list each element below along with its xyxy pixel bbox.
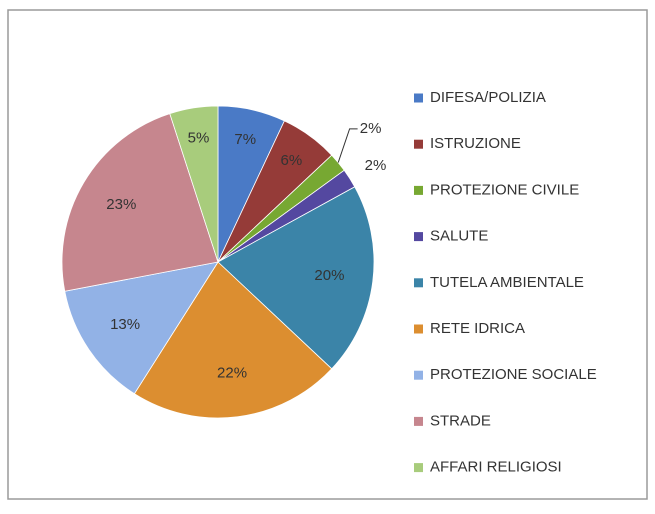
legend-label: PROTEZIONE CIVILE: [430, 181, 579, 198]
data-label: 2%: [360, 120, 382, 137]
pie-slice: [133, 261, 333, 419]
legend-swatch: [414, 185, 423, 195]
legend-swatch: [414, 463, 423, 473]
data-label: 5%: [188, 130, 210, 147]
legend-swatch: [414, 416, 423, 426]
pie-slice: [169, 105, 219, 263]
legend-swatch: [414, 324, 423, 334]
legend-swatch: [414, 93, 423, 103]
pie-slice: [217, 186, 375, 370]
legend-swatch: [414, 232, 423, 242]
legend-label: STRADE: [430, 412, 491, 429]
legend-swatch: [414, 370, 423, 380]
pie-slice: [64, 261, 219, 395]
data-label: 20%: [314, 267, 344, 284]
legend-label: ISTRUZIONE: [430, 135, 521, 152]
data-label: 22%: [217, 364, 247, 381]
legend-label: PROTEZIONE SOCIALE: [430, 366, 597, 383]
data-label: 23%: [106, 196, 136, 213]
legend-swatch: [414, 139, 423, 149]
legend-label: TUTELA AMBIENTALE: [430, 274, 584, 291]
legend-label: AFFARI RELIGIOSI: [430, 459, 562, 476]
data-label: 6%: [281, 152, 303, 169]
pie-slice: [61, 113, 219, 292]
data-label: 7%: [234, 131, 256, 148]
legend-label: SALUTE: [430, 228, 488, 245]
legend-label: RETE IDRICA: [430, 320, 525, 337]
data-label: 2%: [365, 157, 387, 174]
data-label: 13%: [110, 316, 140, 333]
legend-swatch: [414, 278, 423, 288]
legend-label: DIFESA/POLIZIA: [430, 89, 546, 106]
leader-line: [337, 128, 358, 163]
